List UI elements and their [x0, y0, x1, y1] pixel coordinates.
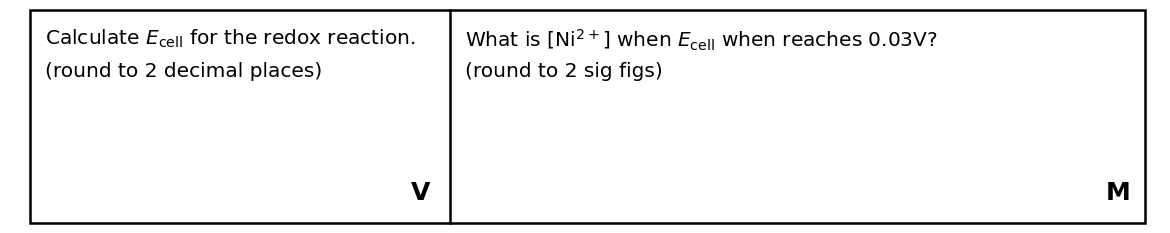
Text: M: M: [1106, 181, 1130, 205]
Text: (round to 2 sig figs): (round to 2 sig figs): [464, 62, 662, 81]
Text: What is [Ni$^{2+}$] when $E_{\mathrm{cell}}$ when reaches 0.03V?: What is [Ni$^{2+}$] when $E_{\mathrm{cel…: [464, 28, 937, 53]
Text: (round to 2 decimal places): (round to 2 decimal places): [44, 62, 322, 81]
Text: V: V: [411, 181, 431, 205]
Text: Calculate $E_{\mathrm{cell}}$ for the redox reaction.: Calculate $E_{\mathrm{cell}}$ for the re…: [44, 28, 415, 50]
